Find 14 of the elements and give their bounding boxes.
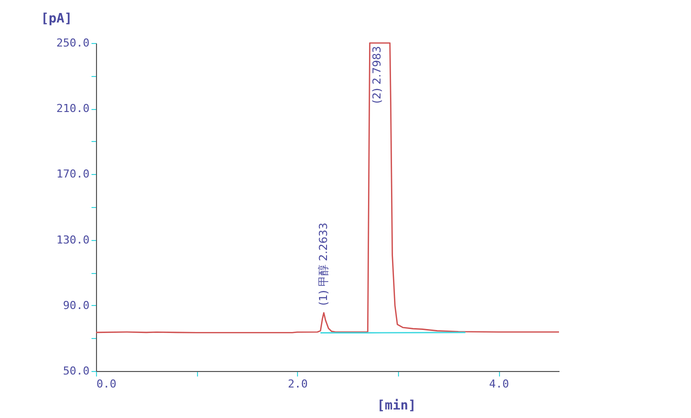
x-tick-label: 0.0 [96,378,116,390]
annotation: (1) 甲醇 2.2633 [316,222,330,306]
y-axis-title: [pA] [40,12,72,26]
y-tick-label: 170.0 [56,168,90,181]
y-tick-label: 50.0 [63,364,90,378]
y-tick-label: 250.0 [56,36,90,50]
line-series [95,42,560,334]
x-tick-label: 2.0 [288,378,308,390]
annotation: (2) 2.7983 [370,46,384,104]
y-tick-label: 90.0 [63,298,90,312]
x-axis-title: [min] [376,398,416,414]
x-tick-label: 4.0 [489,378,510,390]
y-tick-label: 210.0 [56,102,90,116]
y-tick-label: 130.0 [56,233,90,246]
